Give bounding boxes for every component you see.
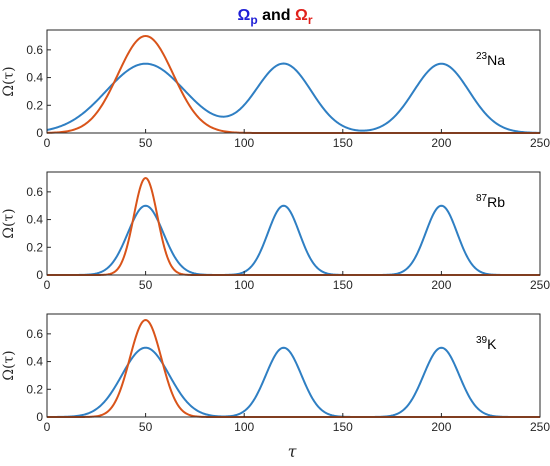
y-tick-label: 0.4 (26, 355, 43, 369)
y-axis-label: Ω(τ) (1, 350, 17, 380)
x-axis-label: τ (288, 442, 298, 461)
y-tick-label: 0 (36, 126, 43, 140)
title-omega-r: Ω (295, 7, 308, 24)
plot-frame (46, 29, 541, 134)
isotope-element: K (487, 336, 497, 352)
panel-1: 0 50 100 150 200 250 0 0.2 0.4 0.6 Ω(τ) 23Na (1, 29, 550, 150)
y-axis-label: Ω(τ) (1, 208, 17, 238)
x-tick-label: 0 (44, 420, 51, 434)
plot-frame (46, 313, 541, 418)
x-tick-label: 50 (139, 136, 153, 150)
y-tick-label: 0 (36, 410, 43, 424)
isotope-element: Rb (487, 194, 505, 210)
x-tick-label: 100 (234, 278, 254, 292)
x-tick-label: 250 (530, 278, 550, 292)
y-tick-label: 0.2 (26, 98, 43, 112)
pump-series-line (47, 346, 540, 418)
y-tick-label: 0.6 (26, 43, 43, 57)
pump-series-line (47, 204, 540, 276)
stokes-series-line (46, 34, 540, 134)
y-tick-label: 0.6 (26, 327, 43, 341)
x-tick-label: 250 (530, 420, 550, 434)
x-tick-label: 150 (333, 278, 353, 292)
title-r-subscript: r (308, 13, 313, 27)
panel-3: 0 50 100 150 200 250 0 0.2 0.4 0.6 Ω(τ) 39K (1, 313, 550, 434)
plot-frame (46, 171, 541, 276)
y-tick-label: 0 (36, 268, 43, 282)
y-tick-label: 0.2 (26, 382, 43, 396)
y-axis-label: Ω(τ) (1, 66, 17, 96)
x-tick-label: 200 (431, 278, 451, 292)
pump-series-line (46, 62, 541, 134)
stokes-series-line (47, 318, 540, 418)
y-tick-label: 0.4 (26, 213, 43, 227)
title-p-subscript: p (250, 13, 257, 27)
x-tick-label: 0 (44, 278, 51, 292)
x-tick-label: 50 (139, 278, 153, 292)
isotope-mass-number: 39 (476, 335, 488, 346)
x-tick-label: 250 (530, 136, 550, 150)
x-tick-label: 200 (431, 420, 451, 434)
y-tick-label: 0.6 (26, 185, 43, 199)
x-tick-label: 100 (234, 420, 254, 434)
isotope-annotation: 39K (476, 335, 497, 352)
x-tick-label: 150 (333, 136, 353, 150)
x-tick-label: 50 (139, 420, 153, 434)
stokes-series-line (47, 176, 540, 276)
title-omega-p: Ω (237, 7, 250, 24)
panel-2: 0 50 100 150 200 250 0 0.2 0.4 0.6 Ω(τ) 87Rb (1, 171, 550, 292)
y-tick-label: 0.2 (26, 240, 43, 254)
y-tick-label: 0.4 (26, 71, 43, 85)
isotope-annotation: 87Rb (476, 193, 505, 210)
figure-title: Ωp and Ωr (237, 7, 312, 27)
isotope-mass-number: 23 (476, 51, 488, 62)
x-tick-label: 0 (44, 136, 51, 150)
title-and: and (258, 7, 295, 24)
isotope-mass-number: 87 (476, 193, 488, 204)
isotope-element: Na (487, 52, 505, 68)
x-tick-label: 100 (234, 136, 254, 150)
x-tick-label: 200 (431, 136, 451, 150)
isotope-annotation: 23Na (476, 51, 505, 68)
x-tick-label: 150 (333, 420, 353, 434)
